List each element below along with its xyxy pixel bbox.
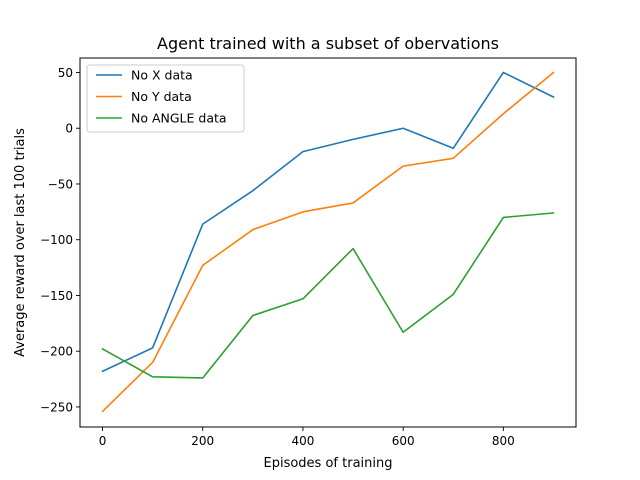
y-tick-label: −200 (40, 345, 73, 359)
legend-box (86, 64, 245, 133)
legend-label-2: No ANGLE data (131, 111, 227, 126)
y-tick-label: −50 (48, 177, 73, 191)
legend-label-1: No Y data (131, 89, 192, 104)
x-tick-label: 200 (191, 434, 214, 448)
x-tick-label: 0 (99, 434, 107, 448)
series-line-2 (101, 212, 555, 379)
y-tick-label: 50 (58, 66, 73, 80)
legend-label-0: No X data (131, 68, 193, 83)
series-line-0 (101, 71, 555, 373)
series-line-1 (101, 71, 555, 413)
x-tick-label: 600 (392, 434, 415, 448)
y-tick-label: −250 (40, 400, 73, 414)
y-tick-label: −150 (40, 289, 73, 303)
chart-title: Agent trained with a subset of obervatio… (157, 34, 499, 53)
y-axis: 50 0 −50 −100 −150 −200 −250 (40, 66, 80, 414)
axes-frame (79, 57, 577, 428)
x-tick-label: 400 (291, 434, 314, 448)
x-tick-label: 800 (492, 434, 515, 448)
y-tick-label: −100 (40, 233, 73, 247)
legend: No X data No Y data No ANGLE data (86, 64, 245, 133)
plot-area (101, 71, 555, 413)
y-tick-label: 0 (65, 122, 73, 136)
x-axis-label: Episodes of training (264, 456, 393, 471)
x-axis: 0 200 400 600 800 (99, 427, 515, 448)
y-axis-label: Average reward over last 100 trials (13, 128, 28, 357)
